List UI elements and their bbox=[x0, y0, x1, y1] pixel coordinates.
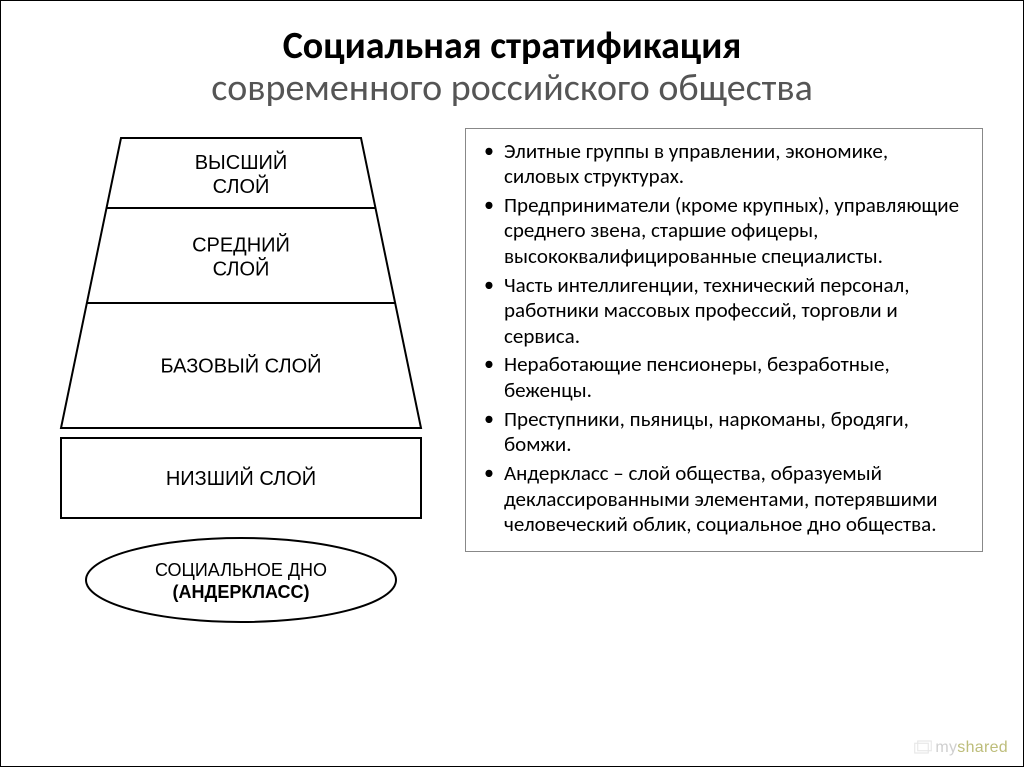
layer-label: НИЗШИЙ СЛОЙ bbox=[166, 466, 316, 490]
watermark-icon bbox=[914, 740, 932, 754]
layer-label: БАЗОВЫЙ СЛОЙ bbox=[160, 353, 321, 377]
layer-label: СРЕДНИЙ bbox=[192, 232, 290, 256]
diagram-svg: ВЫСШИЙСЛОЙСРЕДНИЙСЛОЙБАЗОВЫЙ СЛОЙНИЗШИЙ … bbox=[41, 128, 441, 658]
bullet-item: Элитные группы в управлении, экономике, … bbox=[476, 139, 968, 190]
stratification-diagram: ВЫСШИЙСЛОЙСРЕДНИЙСЛОЙБАЗОВЫЙ СЛОЙНИЗШИЙ … bbox=[41, 128, 441, 658]
title-main: Социальная стратификация bbox=[41, 26, 983, 68]
watermark-suffix: shared bbox=[957, 739, 1008, 756]
bullet-item: Предприниматели (кроме крупных), управля… bbox=[476, 193, 968, 270]
bullet-item: Часть интеллигенции, технический персона… bbox=[476, 273, 968, 350]
layer-label: СЛОЙ bbox=[213, 256, 270, 280]
title-sub: современного российского общества bbox=[41, 68, 983, 110]
bullet-item: Неработающие пенсионеры, безработные, бе… bbox=[476, 352, 968, 403]
watermark-prefix: my bbox=[935, 739, 957, 756]
bullet-list: Элитные группы в управлении, экономике, … bbox=[476, 139, 968, 538]
title-block: Социальная стратификация современного ро… bbox=[41, 26, 983, 110]
layer-label: СЛОЙ bbox=[213, 174, 270, 198]
bullet-item: Преступники, пьяницы, наркоманы, бродяги… bbox=[476, 407, 968, 458]
bullet-item: Андеркласс – слой общества, образуемый д… bbox=[476, 461, 968, 538]
layer-label: ВЫСШИЙ bbox=[195, 150, 288, 174]
watermark: myshared bbox=[914, 739, 1008, 757]
oval-label: (АНДЕРКЛАСС) bbox=[173, 582, 310, 602]
description-box: Элитные группы в управлении, экономике, … bbox=[465, 128, 983, 552]
oval-label: СОЦИАЛЬНОЕ ДНО bbox=[155, 560, 327, 580]
underclass-oval bbox=[86, 538, 396, 622]
content-row: ВЫСШИЙСЛОЙСРЕДНИЙСЛОЙБАЗОВЫЙ СЛОЙНИЗШИЙ … bbox=[41, 128, 983, 658]
page-container: Социальная стратификация современного ро… bbox=[0, 0, 1024, 767]
